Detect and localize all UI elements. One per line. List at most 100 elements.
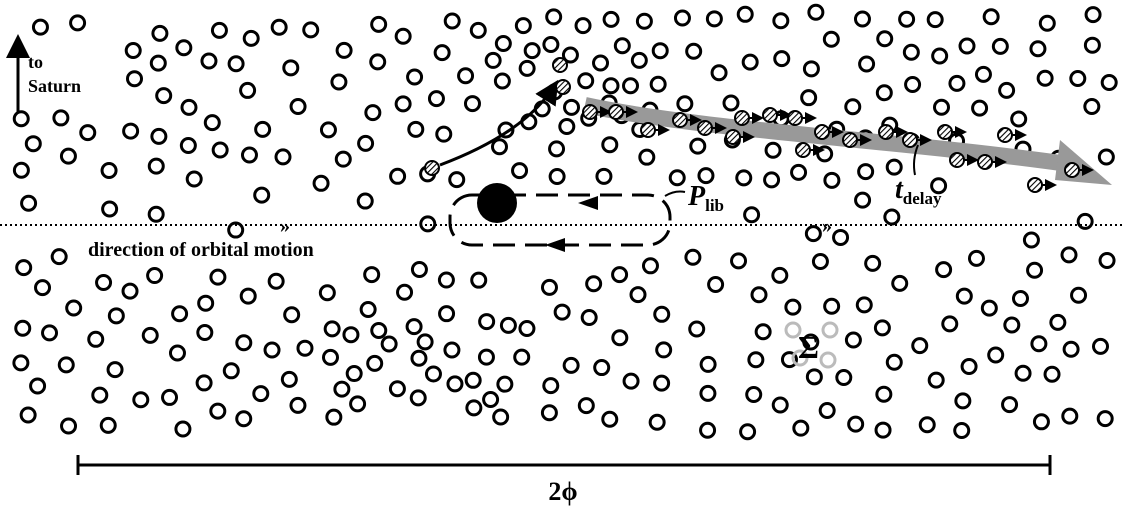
- delay-subscript: delay: [903, 189, 942, 208]
- particle: [885, 353, 903, 371]
- particle: [380, 335, 398, 353]
- particle: [982, 8, 1000, 26]
- particle: [325, 408, 343, 426]
- particle: [1092, 337, 1110, 355]
- particle: [318, 284, 336, 302]
- particle: [493, 72, 511, 90]
- hatched-particle: [937, 124, 953, 140]
- particle: [369, 53, 387, 71]
- particle: [545, 8, 563, 26]
- particle: [967, 249, 985, 267]
- hatched-particle: [977, 154, 993, 170]
- particle: [960, 357, 978, 375]
- particle: [730, 252, 748, 270]
- particle: [1030, 335, 1048, 353]
- particle: [345, 365, 363, 383]
- particle: [1036, 69, 1054, 87]
- particle: [980, 299, 998, 317]
- particle: [561, 46, 579, 64]
- hatched-particle: [878, 124, 894, 140]
- particle: [800, 89, 818, 107]
- particle: [155, 87, 173, 105]
- particle: [448, 171, 466, 189]
- particle: [126, 70, 144, 88]
- particle: [601, 410, 619, 428]
- particle: [835, 369, 853, 387]
- particle: [366, 354, 384, 372]
- particle: [406, 68, 424, 86]
- loop-arrow: [578, 196, 598, 210]
- particle: [124, 42, 142, 60]
- particle: [1060, 246, 1078, 264]
- particle: [50, 248, 68, 266]
- particle: [239, 287, 257, 305]
- particle: [653, 305, 671, 323]
- particle: [175, 39, 193, 57]
- particle: [484, 51, 502, 69]
- particle: [954, 392, 972, 410]
- hatched-particle: [762, 107, 778, 123]
- particle: [200, 52, 218, 70]
- particle: [595, 167, 613, 185]
- particle: [446, 375, 464, 393]
- particle: [195, 374, 213, 392]
- particle: [1076, 212, 1094, 230]
- particle: [270, 18, 288, 36]
- particle: [699, 355, 717, 373]
- particle: [754, 323, 772, 341]
- particle: [323, 320, 341, 338]
- particle: [57, 356, 75, 374]
- particle: [1096, 410, 1114, 428]
- particle: [321, 348, 339, 366]
- particle: [146, 267, 164, 285]
- particle: [1038, 14, 1056, 32]
- particle: [289, 97, 307, 115]
- particle: [490, 138, 508, 156]
- particle: [987, 346, 1005, 364]
- particle: [811, 252, 829, 270]
- particle: [499, 316, 517, 334]
- particle: [121, 282, 139, 300]
- particle: [958, 37, 976, 55]
- particle: [792, 419, 810, 437]
- particle: [394, 95, 412, 113]
- particle: [991, 37, 1009, 55]
- particle: [492, 408, 510, 426]
- hatched-particle: [814, 124, 830, 140]
- particle: [168, 344, 186, 362]
- particle: [601, 136, 619, 154]
- particle: [34, 279, 52, 297]
- particle: [15, 259, 33, 277]
- particle: [553, 303, 571, 321]
- particle: [875, 385, 893, 403]
- hatched-particle: [949, 152, 965, 168]
- particle: [931, 47, 949, 65]
- particle: [697, 167, 715, 185]
- particle: [771, 266, 789, 284]
- particle: [953, 422, 971, 440]
- particle: [668, 169, 686, 187]
- particle: [638, 148, 656, 166]
- particle: [424, 365, 442, 383]
- particle: [926, 11, 944, 29]
- particle: [106, 361, 124, 379]
- particle: [577, 72, 595, 90]
- particle: [209, 268, 227, 286]
- particle: [409, 389, 427, 407]
- particle: [649, 75, 667, 93]
- particle: [739, 423, 757, 441]
- particle: [699, 421, 717, 439]
- particle: [771, 396, 789, 414]
- particle: [689, 137, 707, 155]
- particle: [844, 331, 862, 349]
- particle: [653, 374, 671, 392]
- hatched-particle: [582, 104, 598, 120]
- particle: [955, 287, 973, 305]
- particle: [807, 3, 825, 21]
- hatched-particle: [725, 129, 741, 145]
- particle: [443, 341, 461, 359]
- particle: [267, 272, 285, 290]
- hatched-particle: [795, 142, 811, 158]
- particle: [302, 21, 320, 39]
